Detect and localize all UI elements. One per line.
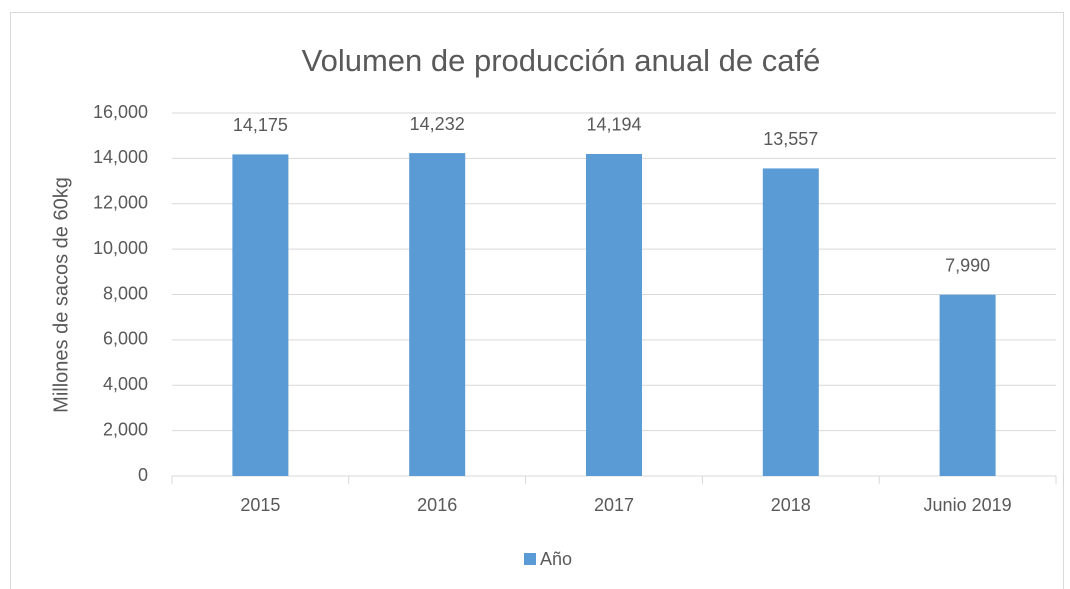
x-tick-label: 2015 bbox=[240, 495, 280, 515]
y-tick-label: 6,000 bbox=[103, 329, 148, 349]
data-label: 14,194 bbox=[586, 115, 641, 135]
y-tick-label: 10,000 bbox=[93, 238, 148, 258]
data-label: 13,557 bbox=[763, 129, 818, 149]
x-tick-label: 2017 bbox=[594, 495, 634, 515]
data-label: 7,990 bbox=[945, 255, 990, 275]
y-tick-label: 14,000 bbox=[93, 147, 148, 167]
legend-label: Año bbox=[540, 549, 572, 569]
x-tick-label: 2018 bbox=[771, 495, 811, 515]
y-tick-label: 8,000 bbox=[103, 283, 148, 303]
y-tick-label: 12,000 bbox=[93, 193, 148, 213]
x-tick-label: Junio 2019 bbox=[924, 495, 1012, 515]
y-tick-label: 2,000 bbox=[103, 419, 148, 439]
y-tick-label: 4,000 bbox=[103, 374, 148, 394]
y-tick-label: 16,000 bbox=[93, 102, 148, 122]
chart-title: Volumen de producción anual de café bbox=[302, 43, 821, 78]
x-tick-label: 2016 bbox=[417, 495, 457, 515]
y-axis-label: Millones de sacos de 60kg bbox=[50, 177, 72, 413]
bar bbox=[409, 153, 466, 476]
bar bbox=[232, 154, 289, 476]
bar bbox=[939, 294, 996, 476]
data-label: 14,232 bbox=[410, 114, 465, 134]
data-label: 14,175 bbox=[233, 115, 288, 135]
y-tick-label: 0 bbox=[138, 465, 148, 485]
bar bbox=[586, 153, 642, 476]
chart-frame bbox=[10, 12, 1064, 589]
legend-swatch bbox=[524, 553, 536, 565]
bar bbox=[762, 168, 819, 476]
